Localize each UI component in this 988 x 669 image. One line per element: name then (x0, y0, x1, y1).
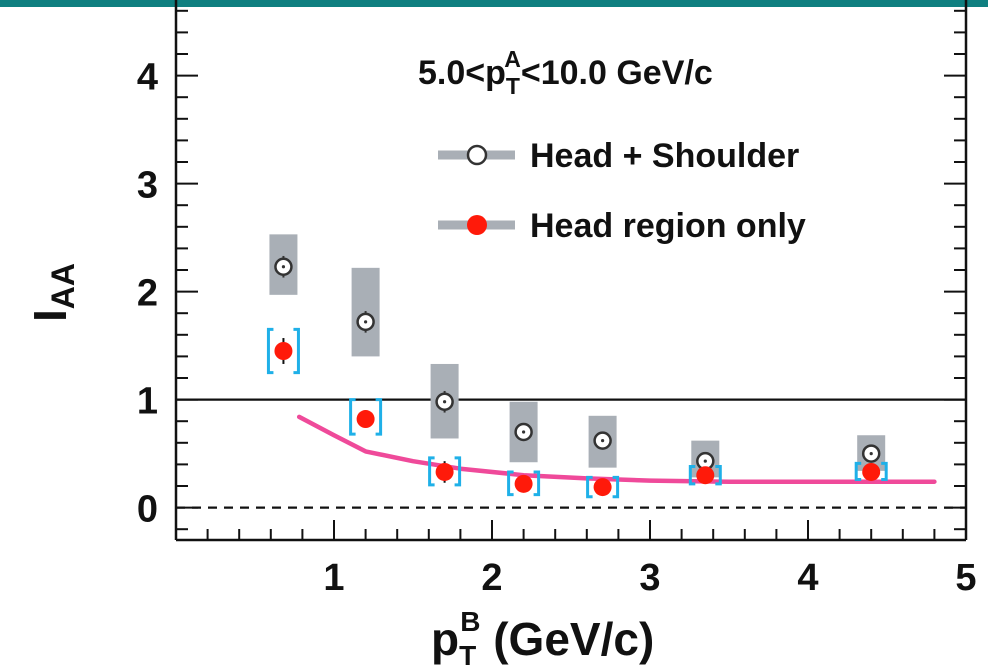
filled-circle-point (593, 478, 612, 497)
open-circle-center-dot (364, 320, 368, 324)
y-tick-label: 1 (137, 381, 158, 423)
legend-entry-head-shoulder: Head + Shoulder (438, 137, 799, 175)
legend: Head + Shoulder Head region only (438, 137, 806, 245)
points-layer (274, 255, 881, 497)
x-axis-title: pTB (GeV/c) (431, 606, 654, 669)
legend-filled-circle-marker (467, 215, 487, 235)
tick-labels-layer: 1 2 3 4 5 0 1 2 3 4 (137, 57, 977, 599)
x-tick-label: 3 (639, 557, 660, 599)
open-circle-center-dot (443, 400, 447, 404)
top-accent-bar (0, 0, 988, 7)
open-circle-center-dot (522, 430, 526, 434)
legend-label-head-shoulder: Head + Shoulder (530, 137, 799, 175)
systematic-bracket (854, 461, 888, 482)
legend-label-head-only: Head region only (530, 207, 806, 245)
systematic-bracket (266, 327, 300, 375)
legend-open-circle-marker (466, 144, 488, 166)
y-tick-label: 4 (137, 57, 158, 99)
ticks-layer (175, 9, 967, 540)
open-circle-center-dot (869, 452, 873, 456)
x-tick-label: 2 (481, 557, 502, 599)
x-tick-label: 1 (323, 557, 344, 599)
systematic-bracket (507, 470, 541, 497)
open-circle-center-dot (281, 265, 286, 269)
filled-circle-point (356, 410, 375, 429)
y-tick-label: 0 (137, 489, 158, 531)
filled-circle-point (274, 342, 293, 360)
filled-circle-point (435, 462, 454, 481)
systematics-layer (266, 234, 888, 499)
y-axis-title: IAA (24, 263, 81, 322)
filled-circle-point (862, 462, 881, 481)
reference-lines-layer (176, 398, 966, 509)
open-circle-center-dot (703, 459, 707, 463)
model-curve-layer (296, 414, 937, 484)
model-curve (296, 414, 937, 484)
x-tick-label: 4 (797, 557, 818, 599)
systematic-bracket (688, 465, 722, 486)
systematic-bracket (349, 398, 383, 436)
y-tick-label: 2 (137, 273, 158, 315)
filled-circle-point (696, 466, 715, 485)
y-tick-label: 3 (137, 165, 158, 207)
filled-circle-point (514, 474, 533, 493)
systematic-bracket (428, 456, 462, 487)
x-tick-label: 5 (955, 557, 976, 599)
systematic-bracket (586, 475, 620, 499)
open-circle-center-dot (601, 439, 605, 443)
pt-range-annotation: 5.0<pTA<10.0 GeV/c (418, 46, 713, 99)
legend-entry-head-only: Head region only (438, 207, 806, 245)
